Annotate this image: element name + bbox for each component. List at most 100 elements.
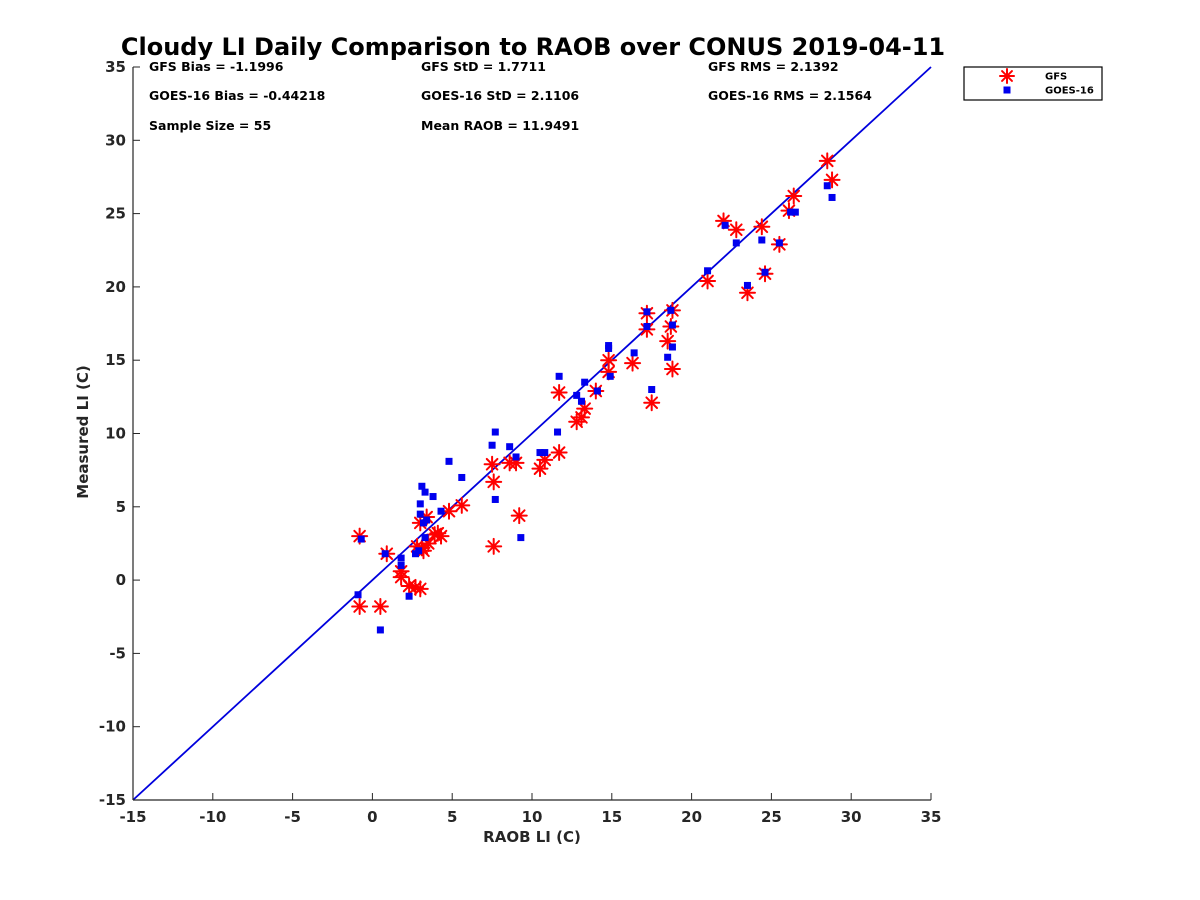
asterisk-stroke xyxy=(701,274,714,288)
asterisk-stroke xyxy=(538,453,552,467)
stat-text: GOES-16 Bias = -0.44218 xyxy=(149,88,325,103)
goes16-point xyxy=(573,391,581,399)
asterisk-stroke xyxy=(402,579,416,593)
x-tick-label: 20 xyxy=(681,808,702,826)
goes16-point xyxy=(429,493,437,501)
goes16-point xyxy=(732,239,740,247)
asterisk-stroke xyxy=(455,499,469,512)
gfs-point xyxy=(507,454,525,472)
y-tick-label: -15 xyxy=(99,791,126,809)
asterisk-stroke xyxy=(578,402,591,415)
plot-area xyxy=(132,66,932,801)
x-tick-label: 30 xyxy=(841,808,862,826)
asterisk-stroke xyxy=(512,509,526,522)
goes16-point xyxy=(664,353,672,361)
gfs-point xyxy=(371,597,389,615)
asterisk-stroke xyxy=(741,286,754,300)
goes16-point xyxy=(397,561,405,569)
legend-label: GOES-16 xyxy=(1045,86,1094,97)
statistics-annotations: GFS Bias = -1.1996 GFS StD = 1.7711 GFS RM… xyxy=(149,59,872,133)
asterisk-stroke xyxy=(602,353,615,367)
goes16-point xyxy=(491,428,499,436)
goes16-point xyxy=(823,182,831,190)
goes16-point xyxy=(418,482,426,490)
x-tick-label: 10 xyxy=(522,808,543,826)
y-tick-label: 35 xyxy=(105,58,126,76)
stat-text: GOES-16 StD = 2.1106 xyxy=(421,88,579,103)
goes16-point xyxy=(775,239,783,247)
goes16-point xyxy=(437,507,445,515)
goes16-point xyxy=(704,267,712,275)
goes16-point xyxy=(397,554,405,562)
asterisk-stroke xyxy=(485,457,499,471)
asterisk-stroke xyxy=(509,456,523,470)
y-tick-label: 20 xyxy=(105,278,126,296)
x-tick-label: 15 xyxy=(601,808,622,826)
legend: GFS GOES-16 xyxy=(963,66,1103,101)
stat-text: GFS StD = 1.7711 xyxy=(421,59,546,74)
goes16-point xyxy=(721,221,729,229)
goes16-point xyxy=(541,449,549,457)
legend-goes16-marker xyxy=(1003,86,1011,94)
y-tick-label: 0 xyxy=(116,571,126,589)
gfs-point xyxy=(785,187,803,205)
goes16-point xyxy=(791,208,799,216)
asterisk-stroke xyxy=(431,526,445,540)
gfs-point xyxy=(351,597,369,615)
gfs-point xyxy=(485,473,503,491)
goes16-point xyxy=(743,281,751,289)
gfs-point xyxy=(510,507,528,525)
goes16-point xyxy=(445,457,453,465)
chart-title: Cloudy LI Daily Comparison to RAOB over … xyxy=(121,33,945,61)
goes16-point xyxy=(577,397,585,405)
y-tick-label: 30 xyxy=(105,131,126,149)
goes16-point xyxy=(605,344,613,352)
goes16-point xyxy=(630,349,638,357)
stat-text: Mean RAOB = 11.9491 xyxy=(421,118,579,133)
goes16-point xyxy=(643,308,651,316)
goes16-point xyxy=(648,386,656,394)
stat-text: GFS Bias = -1.1996 xyxy=(149,59,284,74)
goes16-point xyxy=(376,626,384,634)
goes16-point xyxy=(668,343,676,351)
gfs-point xyxy=(818,152,836,170)
asterisk-stroke xyxy=(533,462,547,475)
gfs-point xyxy=(663,360,681,378)
goes16-point xyxy=(787,208,795,216)
goes16-point xyxy=(554,428,562,436)
goes16-point xyxy=(423,516,431,524)
x-tick-label: 25 xyxy=(761,808,782,826)
goes16-point xyxy=(758,236,766,244)
legend-gfs-marker xyxy=(999,68,1015,84)
gfs-point xyxy=(483,455,501,473)
goes16-point xyxy=(488,441,496,449)
asterisk-stroke xyxy=(729,223,743,237)
goes16-point xyxy=(668,321,676,329)
asterisk-stroke xyxy=(552,446,566,459)
gfs-point xyxy=(753,218,771,236)
goes16-point xyxy=(381,550,389,558)
x-tick-label: -10 xyxy=(199,808,226,826)
goes16-point xyxy=(555,372,563,380)
gfs-point xyxy=(699,272,717,290)
y-tick-label: -10 xyxy=(99,718,126,736)
goes16-point xyxy=(354,591,362,599)
asterisk-stroke xyxy=(755,220,769,234)
gfs-point xyxy=(727,221,745,239)
asterisk-stroke xyxy=(374,600,387,613)
goes16-point xyxy=(667,306,675,314)
goes16-point xyxy=(421,534,429,542)
goes16-point xyxy=(421,488,429,496)
goes16-point xyxy=(828,193,836,201)
asterisk-stroke xyxy=(645,396,659,410)
x-tick-label: -15 xyxy=(119,808,146,826)
asterisk-stroke xyxy=(661,334,674,348)
goes16-point xyxy=(416,500,424,508)
goes16-point xyxy=(643,322,651,330)
gfs-point xyxy=(429,524,447,542)
asterisk-stroke xyxy=(666,362,679,376)
goes16-point xyxy=(357,535,365,543)
asterisk-stroke xyxy=(409,581,422,594)
gfs-point xyxy=(643,394,661,412)
